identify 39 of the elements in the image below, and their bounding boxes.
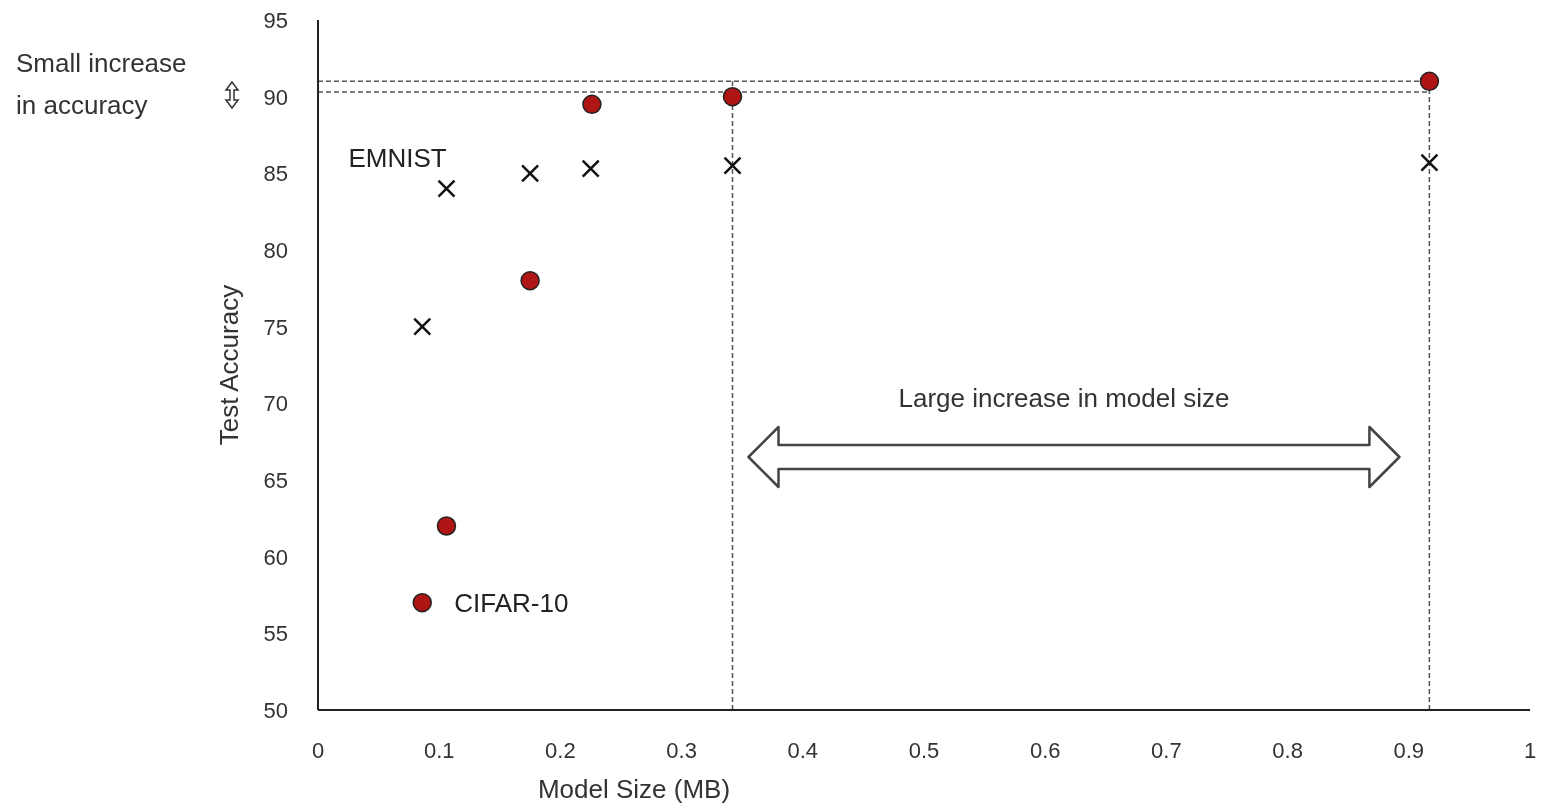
x-tick-label: 0.9 — [1393, 738, 1425, 763]
y-tick-label: 50 — [263, 698, 288, 723]
series-label: EMNIST — [348, 142, 447, 173]
point — [520, 164, 540, 183]
x-tick-label: 0.1 — [423, 738, 455, 763]
point — [412, 592, 432, 613]
point — [412, 317, 432, 336]
y-tick-label: 85 — [263, 161, 288, 187]
point — [582, 94, 602, 115]
x-tick-label: 0.8 — [1272, 738, 1303, 763]
y-tick-label: 75 — [263, 314, 288, 340]
y-axis-title: Test Accuracy — [214, 284, 244, 446]
point — [436, 516, 457, 536]
x-axis-title: Model Size (MB) — [537, 774, 731, 804]
point — [1420, 153, 1439, 172]
point — [722, 86, 743, 107]
point — [437, 179, 456, 198]
x-tick-label: 0.7 — [1151, 738, 1182, 763]
y-tick-label: 80 — [263, 238, 288, 263]
series-label: CIFAR-10 — [454, 587, 569, 618]
x-tick-label: 0.5 — [908, 738, 940, 763]
annotation: Large increase in model size — [898, 383, 1230, 413]
text: Small increase in accuracy — [16, 48, 187, 120]
y-tick-label: 65 — [263, 468, 288, 493]
point — [1419, 71, 1440, 92]
y-tick-label: 95 — [263, 8, 288, 33]
x-tick-label: 0.3 — [666, 738, 697, 763]
x-tick-label: 1 — [1523, 738, 1537, 763]
x-tick-label: 0.6 — [1029, 738, 1061, 763]
x-tick-label: 0.2 — [545, 738, 576, 763]
point — [723, 156, 742, 175]
x-tick-label: 0.4 — [787, 738, 819, 763]
y-tick-label: 70 — [263, 391, 288, 417]
x-tick-label: 0 — [311, 738, 325, 763]
y-tick-label: 90 — [263, 84, 288, 110]
point — [581, 159, 600, 178]
point — [520, 270, 540, 291]
y-tick-label: 60 — [263, 544, 288, 570]
y-tick-label: 55 — [263, 621, 288, 647]
